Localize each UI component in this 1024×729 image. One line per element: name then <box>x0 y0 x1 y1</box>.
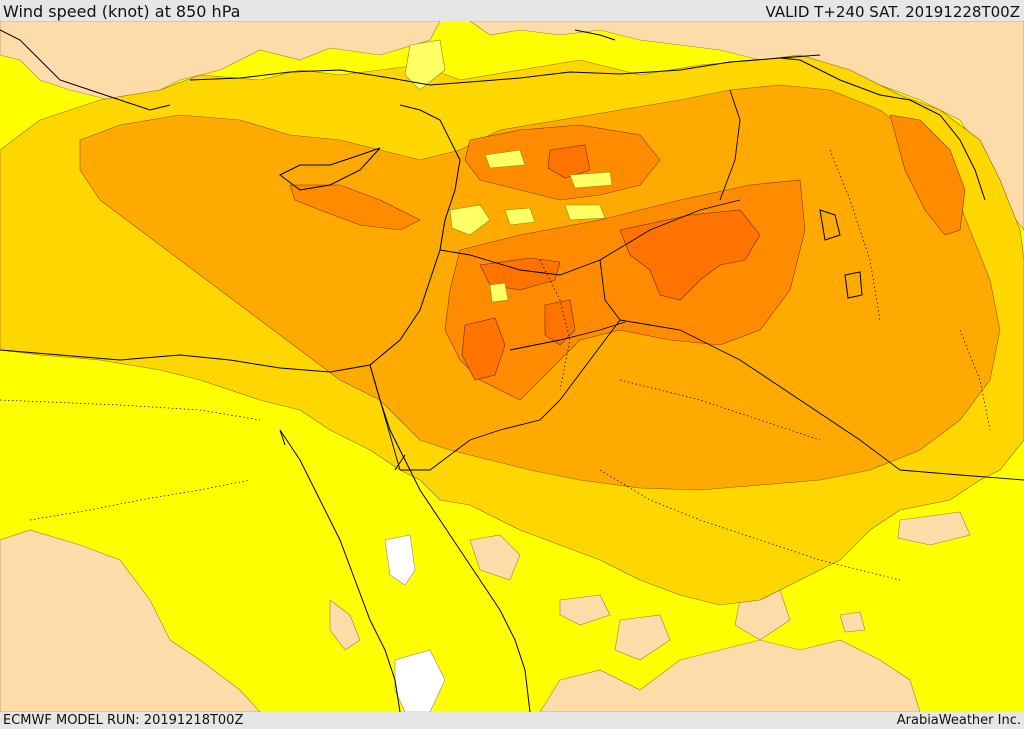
model-run-label: ECMWF MODEL RUN: 20191218T00Z <box>3 713 244 728</box>
valid-time-label: VALID T+240 SAT. 20191228T00Z <box>765 3 1020 21</box>
map-title: Wind speed (knot) at 850 hPa <box>3 2 241 21</box>
band-deep-orange <box>461 144 761 381</box>
band-tan <box>0 21 1024 712</box>
province-borders <box>0 149 991 581</box>
map-footer: ECMWF MODEL RUN: 20191218T00Z ArabiaWeat… <box>0 712 1024 729</box>
country-borders <box>369 89 1024 481</box>
map-header: Wind speed (knot) at 850 hPa VALID T+240… <box>0 0 1024 21</box>
band-yellow-levant <box>404 39 613 303</box>
wind-speed-map <box>0 21 1024 712</box>
coastlines <box>0 29 986 712</box>
map-canvas <box>0 21 1024 712</box>
credit-label: ArabiaWeather Inc. <box>896 713 1021 728</box>
